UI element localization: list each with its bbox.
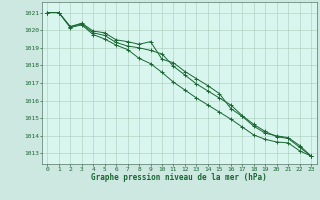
X-axis label: Graphe pression niveau de la mer (hPa): Graphe pression niveau de la mer (hPa) [91, 173, 267, 182]
